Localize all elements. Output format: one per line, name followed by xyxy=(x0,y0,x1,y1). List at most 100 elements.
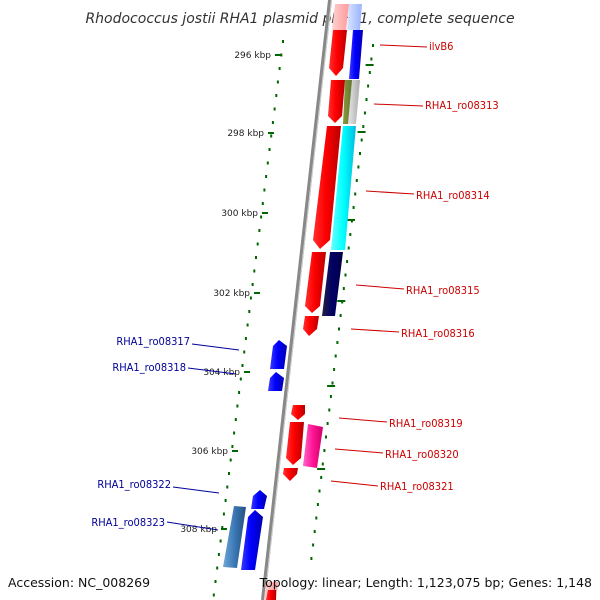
gene-label-RHA1_ro08316[interactable]: RHA1_ro08316 xyxy=(401,327,475,340)
gc-dot xyxy=(265,175,268,178)
gene-label-RHA1_ro08321[interactable]: RHA1_ro08321 xyxy=(380,480,454,493)
gene-arrow-ilvB6[interactable] xyxy=(329,30,347,76)
gc-dot xyxy=(239,377,242,381)
gc-dot xyxy=(271,121,274,124)
gc-dot xyxy=(342,287,345,290)
gc-dot xyxy=(251,283,254,286)
gc-dot xyxy=(212,593,215,597)
gc-dot xyxy=(360,138,363,142)
feature-block-blue[interactable] xyxy=(349,30,363,79)
label-leader-line xyxy=(330,480,379,487)
genome-backbone xyxy=(261,0,332,600)
gene-arrow-RHA1_ro08314[interactable] xyxy=(313,126,341,249)
gene-label-RHA1_ro08314[interactable]: RHA1_ro08314 xyxy=(416,189,490,202)
gene-arrow-RHA1_ro08313[interactable] xyxy=(328,80,345,123)
gene-arrow-RHA1_ro08319[interactable] xyxy=(291,405,305,420)
gc-dot xyxy=(354,192,357,196)
gc-dot xyxy=(347,246,350,250)
gc-dot xyxy=(349,233,352,236)
gc-dot xyxy=(315,516,318,520)
gc-dot xyxy=(325,435,327,439)
gc-dot xyxy=(234,418,237,421)
gc-dot xyxy=(323,449,326,452)
gc-dot xyxy=(260,215,263,219)
gc-dot xyxy=(328,408,331,412)
gc-dot xyxy=(355,179,358,182)
gc-dot xyxy=(313,530,316,533)
feature-block-cyan[interactable] xyxy=(331,126,356,250)
gc-dot xyxy=(338,327,340,331)
gc-dot xyxy=(248,310,251,313)
gene-arrow-RHA1_ro08321[interactable] xyxy=(283,468,298,481)
accession-text: Accession: NC_008269 xyxy=(8,575,151,590)
gene-label-ilvB6[interactable]: ilvB6 xyxy=(429,40,453,53)
gc-dot xyxy=(216,566,219,570)
gene-arrow-RHA1_ro08322[interactable] xyxy=(251,490,267,509)
gc-dot xyxy=(226,485,229,489)
gc-dot xyxy=(370,57,373,61)
gc-dot xyxy=(316,503,319,506)
gene-label-RHA1_ro08318[interactable]: RHA1_ro08318 xyxy=(112,361,186,374)
label-leader-line xyxy=(166,521,219,531)
tick-label: 296 kbp xyxy=(234,51,271,61)
gc-dot xyxy=(241,364,244,367)
label-leader-line xyxy=(355,284,405,290)
gene-arrow-ilvB6[interactable] xyxy=(332,4,349,30)
feature-block-pale-blue[interactable] xyxy=(347,4,362,30)
label-leader-line xyxy=(379,44,428,48)
gc-dot xyxy=(270,134,273,138)
gc-dot xyxy=(263,188,266,192)
gene-arrow-RHA1_ro08317[interactable] xyxy=(270,340,287,369)
tick-label: 298 kbp xyxy=(227,129,264,139)
gc-peak xyxy=(327,385,336,387)
gene-label-RHA1_ro08317[interactable]: RHA1_ro08317 xyxy=(116,335,190,348)
feature-block-pink[interactable] xyxy=(303,424,323,468)
gene-arrow-RHA1_ro08318[interactable] xyxy=(268,372,284,391)
gc-dot xyxy=(229,458,232,462)
gc-dot xyxy=(334,354,337,358)
tick-label: 304 kbp xyxy=(203,368,240,378)
gc-dot xyxy=(219,539,222,543)
gene-label-RHA1_ro08319[interactable]: RHA1_ro08319 xyxy=(389,417,463,430)
gc-dot xyxy=(331,381,334,385)
tick-label: 308 kbp xyxy=(180,525,217,535)
label-leader-line xyxy=(365,190,415,195)
gc-dot xyxy=(280,53,283,57)
feature-block-grey[interactable] xyxy=(348,80,360,124)
gene-label-RHA1_ro08322[interactable]: RHA1_ro08322 xyxy=(97,478,171,491)
tick-label: 306 kbp xyxy=(191,447,228,457)
gc-peak xyxy=(347,219,355,221)
gc-dot xyxy=(258,229,261,232)
feature-block-steelblue[interactable] xyxy=(223,506,246,568)
gc-dot xyxy=(329,395,332,398)
gc-dot xyxy=(367,84,370,88)
map-title: Rhodococcus jostii RHA1 plasmid pRHL1, c… xyxy=(85,11,514,27)
label-leader-line xyxy=(373,103,424,107)
gc-dot xyxy=(336,341,339,344)
gc-dot xyxy=(344,273,347,277)
feature-block-navy[interactable] xyxy=(322,252,343,316)
gene-arrow-RHA1_ro08320[interactable] xyxy=(286,422,304,465)
gene-label-RHA1_ro08323[interactable]: RHA1_ro08323 xyxy=(91,516,165,529)
gc-dot xyxy=(276,80,279,84)
label-leader-line xyxy=(338,417,388,423)
gene-arrow-RHA1_ro08323[interactable] xyxy=(241,510,263,570)
gc-dot xyxy=(266,161,269,165)
tick-label: 302 kbp xyxy=(213,289,250,299)
gene-label-RHA1_ro08320[interactable]: RHA1_ro08320 xyxy=(385,448,459,461)
gc-dot xyxy=(214,580,217,583)
gene-label-RHA1_ro08315[interactable]: RHA1_ro08315 xyxy=(406,284,480,297)
reverse-strand-features xyxy=(223,340,287,570)
gc-dot xyxy=(217,553,220,556)
gene-arrow-RHA1_ro08315[interactable] xyxy=(305,252,326,313)
gc-dot xyxy=(231,445,234,448)
gene-arrow-offscreen[interactable] xyxy=(266,590,276,600)
gene-arrow-RHA1_ro08316[interactable] xyxy=(303,316,319,336)
tick-label: 300 kbp xyxy=(221,209,258,219)
gc-dot xyxy=(261,202,264,205)
label-leader-line xyxy=(334,448,384,454)
gene-label-RHA1_ro08313[interactable]: RHA1_ro08313 xyxy=(425,99,499,112)
gc-dot xyxy=(368,71,371,74)
